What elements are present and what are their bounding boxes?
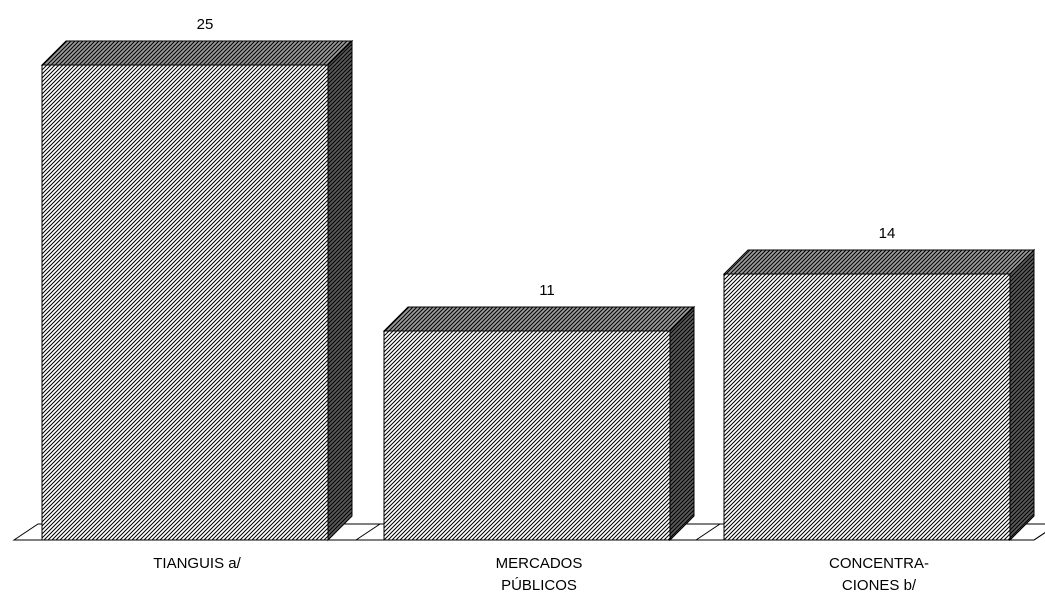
bar-front-face xyxy=(723,273,1011,541)
category-label: TIANGUIS a/ xyxy=(153,555,241,572)
bar-series xyxy=(40,39,1036,542)
bar xyxy=(382,305,696,542)
category-label: CONCENTRA- CIONES b/ xyxy=(829,555,929,594)
bar-top-face xyxy=(382,306,696,332)
data-label: 11 xyxy=(539,282,555,299)
bar xyxy=(40,39,354,542)
bar-top-face xyxy=(722,249,1036,275)
category-label: MERCADOS PÚBLICOS xyxy=(495,555,583,594)
data-labels: 25 11 14 xyxy=(197,16,896,299)
category-divider xyxy=(355,523,381,541)
category-divider xyxy=(695,523,721,541)
data-label: 25 xyxy=(197,16,214,33)
bar xyxy=(722,248,1036,542)
category-divider xyxy=(1033,532,1045,541)
bar-front-face xyxy=(383,330,671,541)
bar-side-face xyxy=(1009,248,1035,542)
bar-side-face xyxy=(669,305,695,542)
bar-top-face xyxy=(40,40,354,66)
bar-side-face xyxy=(327,39,353,542)
bar-front-face xyxy=(41,64,329,541)
data-label: 14 xyxy=(879,225,896,242)
